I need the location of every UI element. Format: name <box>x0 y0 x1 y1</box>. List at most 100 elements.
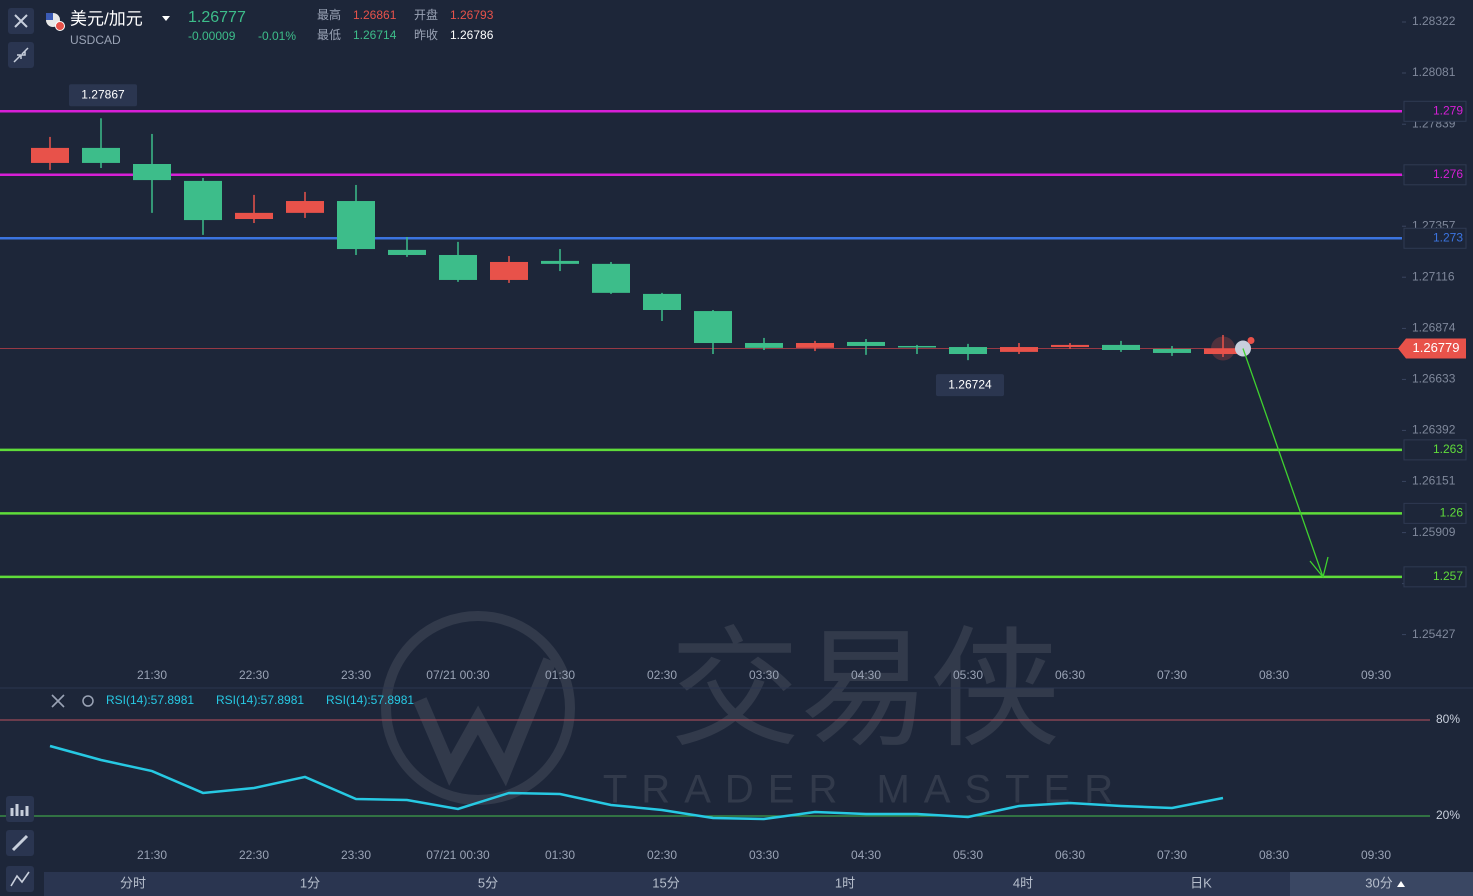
level-label-bg <box>1403 502 1467 524</box>
candle-body <box>1102 344 1140 350</box>
last-price: 1.26777 <box>188 9 246 26</box>
period-tab[interactable]: 15分 <box>652 875 679 890</box>
symbol-code: USDCAD <box>70 33 121 47</box>
price-change: -0.00009 <box>188 29 236 43</box>
candle-body <box>439 254 477 280</box>
dropdown-arrow[interactable] <box>162 16 170 21</box>
x-tick-label: 08:30 <box>1259 848 1289 862</box>
candle-body <box>184 180 222 221</box>
y-tick-label: 1.26151 <box>1412 474 1456 488</box>
x-tick-label: 07/21 00:30 <box>426 848 490 862</box>
level-label-bg <box>1403 439 1467 461</box>
candle-body <box>1000 347 1038 352</box>
y-tick-label: 1.26874 <box>1412 321 1456 335</box>
symbol-title[interactable]: 美元/加元 <box>70 9 143 28</box>
period-tabs: 分时 1分 5分 15分 1时 4时 日K 30分 <box>44 872 1473 896</box>
candle-body <box>133 163 171 181</box>
current-price-tag <box>1398 338 1466 359</box>
candle-body <box>286 201 324 213</box>
annotation-bg <box>69 84 137 107</box>
rsi-legend-item: RSI(14):57.8981 <box>216 693 304 707</box>
x-tick-label: 07/21 00:30 <box>426 668 490 682</box>
current-glow <box>1211 336 1235 361</box>
rsi-tick-label: 20% <box>1436 808 1460 822</box>
candle-body <box>949 347 987 355</box>
candle-body <box>337 201 375 250</box>
x-tick-label: 02:30 <box>647 668 677 682</box>
indicator-button[interactable] <box>6 796 34 822</box>
level-label: 1.257 <box>1433 569 1463 583</box>
watermark-logo <box>381 611 575 805</box>
stat-value: 1.26786 <box>450 28 494 42</box>
period-tab[interactable]: 5分 <box>478 875 498 890</box>
x-tick-label: 05:30 <box>953 668 983 682</box>
x-tick-label: 06:30 <box>1055 848 1085 862</box>
candle-body <box>745 343 783 348</box>
period-tab[interactable]: 30分 <box>1365 875 1392 890</box>
stat-value: 1.26714 <box>353 28 397 42</box>
period-tab[interactable]: 4时 <box>1013 875 1033 890</box>
stat-label: 最低 <box>317 28 341 42</box>
candle-body <box>82 147 120 163</box>
x-tick-label: 09:30 <box>1361 668 1391 682</box>
period-tab[interactable]: 1时 <box>835 875 855 890</box>
candle-body <box>490 261 528 280</box>
candle-body <box>235 212 273 220</box>
candle-body <box>541 260 579 264</box>
x-tick-label: 22:30 <box>239 848 269 862</box>
rsi-tick-label: 80% <box>1436 712 1460 726</box>
level-label-bg <box>1403 227 1467 249</box>
candle-body <box>796 343 834 348</box>
rsi-legend-item: RSI(14):57.8981 <box>326 693 414 707</box>
x-tick-label: 22:30 <box>239 668 269 682</box>
x-tick-label: 09:30 <box>1361 848 1391 862</box>
annotation-label: 1.26724 <box>948 377 992 391</box>
candle-body <box>1204 348 1242 355</box>
rsi-line <box>49 744 1224 821</box>
stat-value: 1.26793 <box>450 8 494 22</box>
period-tab[interactable]: 1分 <box>300 875 320 890</box>
level-label: 1.279 <box>1433 103 1463 117</box>
candle-body <box>31 147 69 163</box>
level-label: 1.263 <box>1433 442 1463 456</box>
rsi-legend: RSI(14):57.8981 RSI(14):57.8981 RSI(14):… <box>51 693 414 708</box>
rsi-settings-icon[interactable] <box>82 695 94 707</box>
rsi-close-icon[interactable] <box>51 694 65 708</box>
x-tick-label: 21:30 <box>137 668 167 682</box>
x-tick-label: 05:30 <box>953 848 983 862</box>
x-tick-label: 07:30 <box>1157 848 1187 862</box>
x-tick-label: 03:30 <box>749 848 779 862</box>
annotation-label: 1.27867 <box>81 87 125 101</box>
level-label: 1.273 <box>1433 230 1463 244</box>
y-tick-label: 1.26633 <box>1412 372 1456 386</box>
y-tick-label: 1.25909 <box>1412 525 1456 539</box>
period-tab[interactable]: 日K <box>1190 875 1212 890</box>
rsi-legend-item: RSI(14):57.8981 <box>106 693 194 707</box>
level-label: 1.26 <box>1440 506 1464 520</box>
x-tick-label: 02:30 <box>647 848 677 862</box>
candle-body <box>847 341 885 346</box>
compare-icon <box>10 871 30 887</box>
candle-body <box>694 311 732 344</box>
period-tab[interactable]: 分时 <box>120 875 146 890</box>
x-tick-label: 08:30 <box>1259 668 1289 682</box>
candle-body <box>592 263 630 293</box>
rsi-pane: 21:30 22:30 23:30 07/21 00:30 01:30 02:30 03:3… <box>0 712 1460 862</box>
close-icon <box>14 14 28 28</box>
alert-dot <box>1247 337 1255 345</box>
level-label-bg <box>1403 100 1467 122</box>
annotation-bg <box>936 374 1004 397</box>
current-price-label: 1.26779 <box>1413 340 1460 355</box>
x-tick-label: 04:30 <box>851 848 881 862</box>
flag-ca <box>55 21 65 31</box>
x-tick-label: 01:30 <box>545 668 575 682</box>
stat-value: 1.26861 <box>353 8 397 22</box>
stat-label: 最高 <box>317 7 341 22</box>
collapse-icon <box>13 47 29 63</box>
level-label-bg <box>1403 566 1467 588</box>
y-tick-label: 1.28081 <box>1412 65 1456 79</box>
x-tick-label: 01:30 <box>545 848 575 862</box>
candle-body <box>388 249 426 255</box>
y-tick-label: 1.26392 <box>1412 423 1456 437</box>
